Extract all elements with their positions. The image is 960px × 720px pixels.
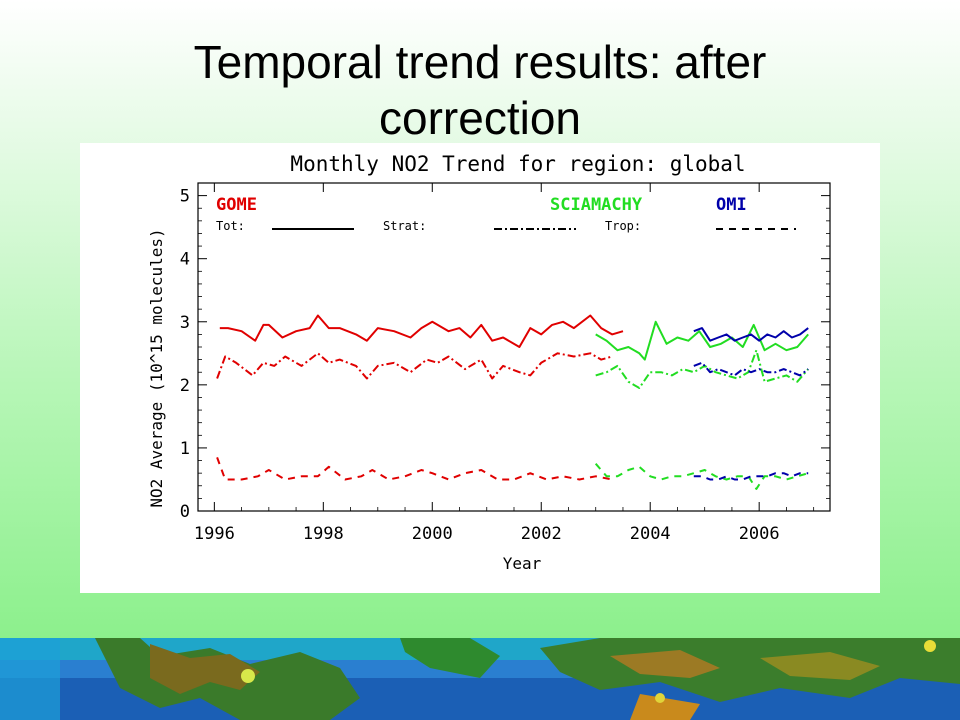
series-line-omi-strat	[693, 361, 809, 377]
y-axis-label: NO2 Average (10^15 molecules)	[147, 228, 166, 507]
legend-style-label-tot: Tot:	[216, 219, 245, 233]
x-tick-label: 2004	[630, 524, 671, 544]
y-tick-label: 3	[180, 313, 190, 333]
legend: GOME SCIAMACHY OMI Tot: Strat: Trop:	[216, 195, 796, 233]
series-line-gome-trop	[216, 457, 613, 481]
series-line-gome-strat	[216, 352, 613, 380]
plot-frame	[197, 182, 831, 512]
y-tick-label: 4	[180, 250, 190, 270]
x-axis-label: Year	[503, 554, 542, 573]
slide-title-line2: correction	[379, 92, 581, 144]
legend-style-label-trop: Trop:	[605, 219, 641, 233]
x-tick-label: 1998	[303, 524, 344, 544]
y-tick-label: 5	[180, 187, 190, 207]
legend-instrument-gome: GOME	[216, 195, 257, 215]
x-tick-label: 2002	[521, 524, 562, 544]
legend-instrument-sciamachy: SCIAMACHY	[550, 195, 643, 215]
series-line-omi-trop	[693, 472, 809, 481]
y-tick-label: 0	[180, 502, 190, 522]
y-tick-label: 1	[180, 439, 190, 459]
series-lines	[216, 314, 809, 490]
series-line-sciamachy-trop	[594, 463, 809, 490]
legend-style-label-strat: Strat:	[383, 219, 426, 233]
x-tick-label: 2000	[412, 524, 453, 544]
chart-plot: Monthly NO2 Trend for region: global NO2…	[147, 152, 831, 573]
satellite-map-banner	[0, 638, 960, 720]
legend-instrument-omi: OMI	[716, 195, 747, 215]
slide-title-line1: Temporal trend results: after	[193, 36, 767, 88]
chart-title: Monthly NO2 Trend for region: global	[290, 152, 745, 176]
series-line-omi-tot	[693, 327, 809, 342]
series-line-sciamachy-tot	[595, 320, 809, 361]
slide-title: Temporal trend results: after correction	[0, 34, 960, 146]
axes: 1996 1998 2000 2002 2004 2006 0 1 2 3 4 5	[180, 182, 831, 544]
chart-panel: Monthly NO2 Trend for region: global NO2…	[80, 143, 880, 593]
x-tick-label: 1996	[194, 524, 235, 544]
series-line-gome-tot	[219, 314, 624, 348]
x-tick-label: 2006	[739, 524, 780, 544]
y-tick-label: 2	[180, 376, 190, 396]
series-line-sciamachy-strat	[595, 349, 809, 389]
